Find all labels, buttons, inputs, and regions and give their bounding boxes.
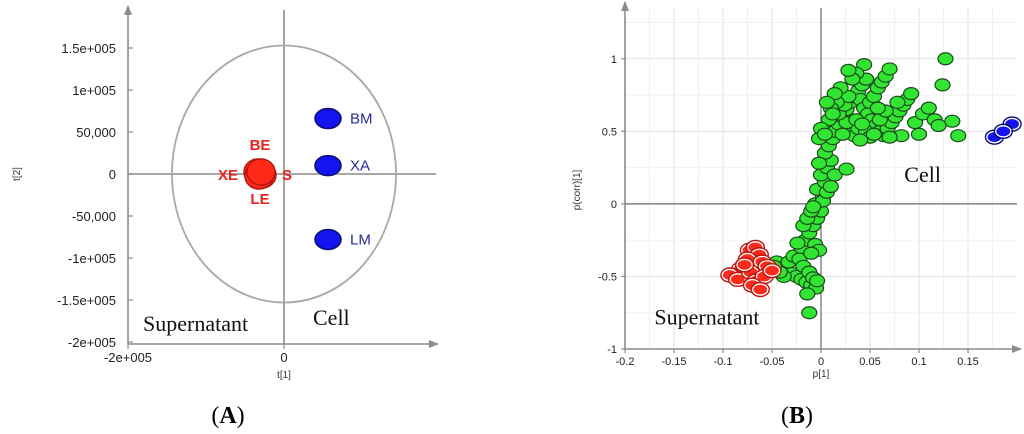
panel-b-point-red	[763, 264, 781, 277]
panel-a-point-bm	[314, 107, 342, 130]
panel-a-y-tick-label: 0	[109, 167, 116, 182]
panel-a-y-tick-label: -2e+005	[68, 335, 116, 350]
panel-a-score-plot: 1.5e+005 1e+005 50,000 0 -50,000 -1e+005 -1.5e…	[12, 5, 439, 429]
panel-b-point-green	[808, 274, 826, 288]
panel-b-y-tick-label: -1	[607, 344, 617, 356]
panel-b-point-green	[930, 118, 947, 133]
panel-b-point-green	[816, 127, 834, 141]
panel-b-point-green	[801, 306, 818, 320]
panel-b-point-green	[934, 78, 951, 92]
panel-b-y-tick-label: -0.5	[598, 271, 617, 283]
panel-a-label-s: S	[282, 167, 292, 184]
panel-a-y-tick-label: 1.5e+005	[61, 41, 116, 56]
panel-a-y-tick-label: -1e+005	[68, 251, 116, 266]
panel-a-tick-labels: 1.5e+005 1e+005 50,000 0 -50,000 -1e+005 -1.5e…	[57, 41, 288, 365]
panel-a-y-tick-label: -1.5e+005	[57, 293, 116, 308]
panel-b-y-axis-label: p(corr)[1]	[572, 169, 583, 210]
panel-b-y-tick-label: 1	[611, 54, 617, 66]
panel-b-point-green	[854, 117, 871, 131]
panel-b-point-green	[950, 129, 967, 143]
panel-a-x-axis-label: t[1]	[277, 370, 291, 381]
panel-a-label-le: LE	[250, 191, 269, 208]
panel-b-point-green	[810, 156, 828, 170]
panel-b-loading-plot: 1 0.5 0 -0.5 -1-0.2 -0.15 -0.1 -0.05 0 0.05 0.1 0.1…	[572, 1, 1022, 429]
panel-a-label-xe: XE	[218, 167, 238, 184]
panel-a-region-cell: Cell	[313, 305, 350, 330]
panel-b-point-red-ring	[750, 281, 770, 298]
panel-b-x-tick-label: 0.15	[957, 356, 978, 368]
panel-b-x-tick-label: -0.2	[616, 356, 635, 368]
panel-b-point-red	[736, 258, 753, 271]
panel-b-region-cell: Cell	[904, 162, 941, 187]
panel-b-point-green	[822, 179, 839, 194]
panel-a-x-tick-label: -2e+005	[104, 350, 152, 365]
panel-b-point-blue	[995, 125, 1012, 138]
panel-a-marks: BM XA LM BE XE S LE Supernatant Cell	[143, 107, 373, 336]
panel-b-x-tick-label: 0	[818, 356, 824, 368]
panel-b-y-tick-label: 0	[611, 199, 617, 211]
panel-a-region-supernatant: Supernatant	[143, 311, 248, 336]
panel-b-point-red-ring	[762, 262, 782, 279]
panel-b-point-green	[789, 236, 806, 250]
panel-b-region-supernatant: Supernatant	[654, 304, 759, 329]
panel-b-point-green	[903, 87, 920, 101]
panel-b-point-green	[838, 162, 855, 176]
panel-b-point-green	[881, 130, 898, 144]
panel-a-y-axis-label: t[2]	[12, 167, 23, 181]
panel-b-point-green	[805, 200, 822, 214]
panel-a-point-xa	[314, 154, 342, 177]
panel-b-point-green	[803, 246, 820, 260]
panel-b-point-green	[834, 127, 851, 141]
panel-b-point-green	[818, 95, 835, 109]
panel-a-y-tick-label: 50,000	[76, 125, 116, 140]
panel-b-x-tick-label: -0.1	[714, 356, 733, 368]
panel-b-x-tick-label: -0.15	[661, 356, 686, 368]
panel-b-point-green	[799, 287, 816, 301]
panel-b-point-red	[752, 283, 769, 296]
panel-a-label-be: BE	[250, 137, 271, 154]
panel-b-point-green	[920, 101, 937, 115]
panel-b-point-green	[826, 168, 843, 182]
panel-b-label: (B)	[781, 403, 813, 429]
panel-b-x-tick-label: 0.1	[911, 356, 926, 368]
panel-b-point-green	[910, 127, 928, 141]
panel-a-axes	[124, 5, 439, 348]
panel-a-x-tick-label: 0	[280, 350, 287, 365]
panel-a-label-bm: BM	[350, 111, 373, 128]
panel-a-y-tick-label: 1e+005	[72, 83, 116, 98]
panel-b-point-green	[889, 95, 906, 109]
panel-a-label-xa: XA	[350, 158, 370, 175]
panel-b-point-green	[944, 114, 961, 128]
panel-b-x-axis-label: p[1]	[813, 369, 830, 380]
panel-b-point-green	[824, 107, 841, 121]
panel-b-point-red	[729, 273, 746, 286]
panel-b-tick-labels: 1 0.5 0 -0.5 -1-0.2 -0.15 -0.1 -0.05 0 0.05 0.1 0.1…	[598, 54, 979, 368]
panel-b-point-green	[937, 52, 954, 66]
panel-a-label-lm: LM	[350, 232, 371, 249]
panel-b-point-green	[881, 62, 898, 76]
panel-b-marks: Cell Supernatant	[654, 52, 1022, 329]
panel-a-point-red-4	[246, 158, 276, 186]
panel-b-point-red-ring	[734, 257, 755, 273]
panel-b-point-green	[869, 101, 886, 115]
panel-b-point-blue-ring	[993, 123, 1013, 140]
panel-a-point-lm	[314, 228, 342, 251]
panel-b-point-green	[852, 133, 869, 147]
panel-b-point-green	[840, 63, 857, 77]
panel-b-point-green	[865, 127, 883, 141]
panel-a-confidence-ellipse	[171, 44, 397, 304]
panel-b-x-tick-label: 0.05	[859, 356, 880, 368]
panel-b-y-tick-label: 0.5	[602, 126, 617, 138]
panel-a-y-tick-label: -50,000	[72, 209, 116, 224]
panel-a-label: (A)	[211, 403, 244, 429]
panel-b-x-tick-label: -0.05	[759, 356, 784, 368]
